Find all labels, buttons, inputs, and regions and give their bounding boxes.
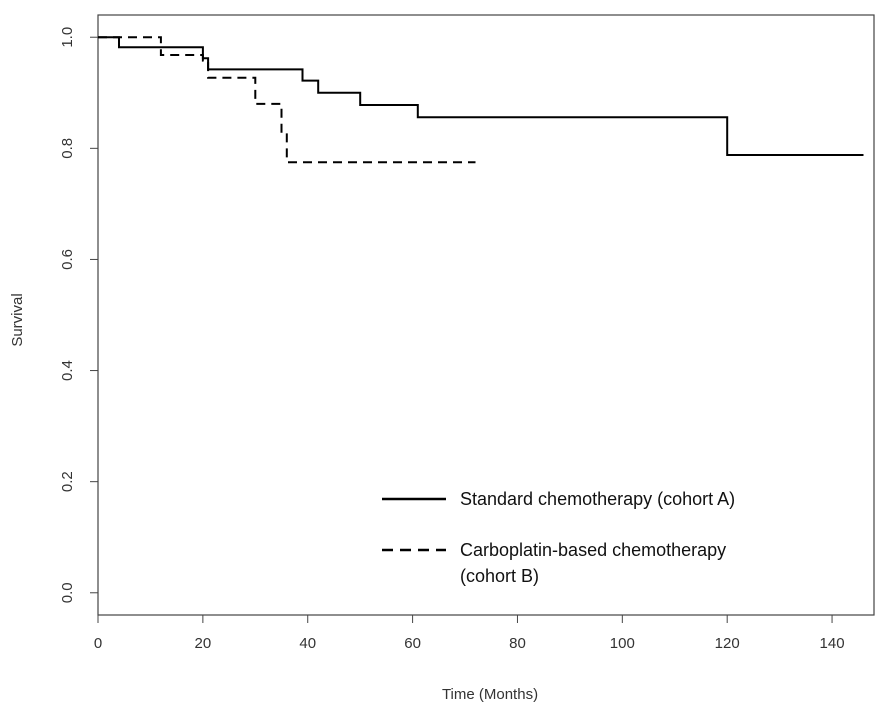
legend-label-carboplatin: Carboplatin-based chemotherapy: [460, 540, 726, 560]
legend-label-carboplatin-line2: (cohort B): [460, 566, 539, 586]
x-tick-label: 80: [509, 635, 526, 652]
x-tick-label: 100: [610, 635, 635, 652]
x-axis: 0 20 40 60 80 100 120 140: [94, 614, 845, 652]
series-line-standard: [98, 36, 864, 156]
y-tick-label: 1.0: [59, 27, 76, 48]
y-axis-title: Survival: [9, 293, 26, 346]
x-tick-label: 140: [820, 635, 845, 652]
x-tick-label: 60: [404, 635, 421, 652]
x-tick-label: 120: [715, 635, 740, 652]
y-tick-label: 0.6: [59, 249, 76, 270]
x-axis-title: Time (Months): [442, 686, 538, 703]
plot-frame: [97, 14, 875, 616]
series-line-carboplatin: [98, 36, 476, 164]
x-tick-label: 40: [299, 635, 316, 652]
y-tick-label: 0.8: [59, 138, 76, 159]
y-tick-label: 0.0: [59, 582, 76, 603]
legend: Standard chemotherapy (cohort A) Carbopl…: [382, 489, 735, 586]
series-layer: [98, 36, 864, 164]
x-tick-label: 20: [195, 635, 212, 652]
x-tick-label: 0: [94, 635, 102, 652]
legend-label-standard: Standard chemotherapy (cohort A): [460, 489, 735, 509]
y-tick-label: 0.4: [59, 360, 76, 381]
y-tick-label: 0.2: [59, 471, 76, 492]
y-axis: 0.0 0.2 0.4 0.6 0.8 1.0: [59, 27, 99, 603]
